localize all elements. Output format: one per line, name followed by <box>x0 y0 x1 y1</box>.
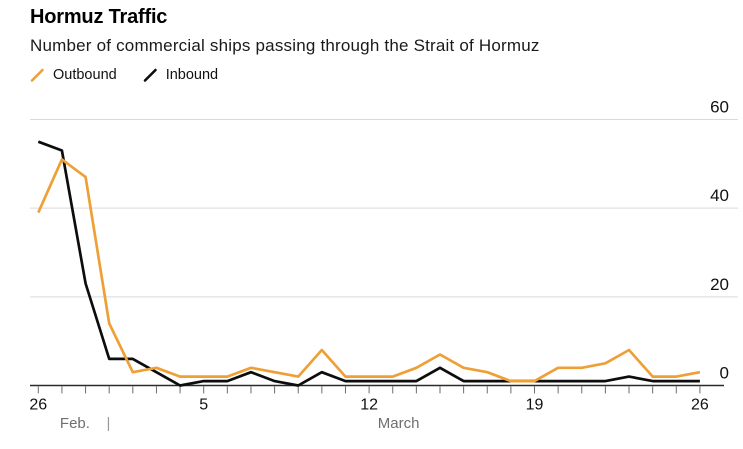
month-divider: | <box>107 415 111 432</box>
chart-title: Hormuz Traffic <box>30 6 168 28</box>
inbound-slash-line-icon <box>143 68 157 82</box>
outbound-series-line <box>37 158 701 383</box>
legend-label-outbound: Outbound <box>53 67 117 83</box>
outbound-key-stroke <box>30 68 44 82</box>
inbound-series-line <box>37 140 700 387</box>
legend-item-outbound: Outbound <box>30 67 117 83</box>
inbound-key-stroke <box>143 68 157 82</box>
chart-subtitle: Number of commercial ships passing throu… <box>30 36 540 55</box>
legend-item-inbound: Inbound <box>143 67 218 83</box>
y-axis-label: 0 <box>720 364 729 383</box>
y-axis-label: 40 <box>710 186 729 205</box>
month-label: March <box>378 415 420 432</box>
outbound-slash-line-icon <box>30 68 44 82</box>
x-axis-label: 26 <box>691 397 709 414</box>
legend: Outbound Inbound <box>30 67 218 83</box>
y-axis-label: 60 <box>710 98 729 117</box>
x-axis-label: 26 <box>29 397 47 414</box>
x-axis-label: 19 <box>526 397 544 414</box>
x-axis-label: 12 <box>360 397 378 414</box>
x-axis-label: 5 <box>199 397 208 414</box>
month-label: Feb. <box>60 415 90 432</box>
legend-label-inbound: Inbound <box>165 67 219 83</box>
y-axis-label: 20 <box>710 275 729 294</box>
